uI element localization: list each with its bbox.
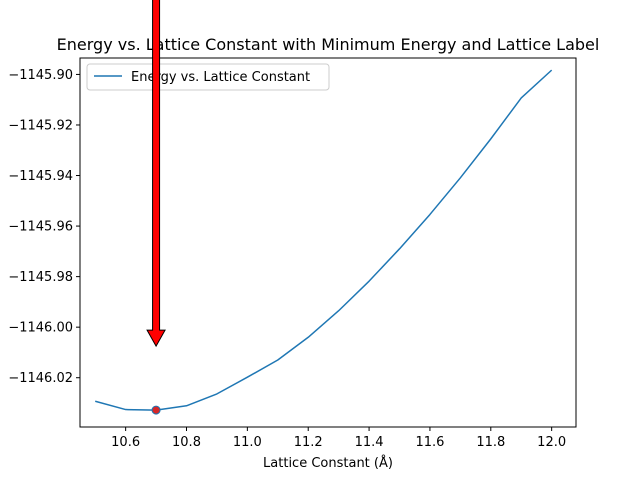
chart-title: Energy vs. Lattice Constant with Minimum…	[57, 35, 600, 54]
y-tick-label: −1146.00	[8, 321, 73, 336]
series-line	[95, 69, 553, 411]
x-tick-label: 11.6	[415, 435, 444, 450]
plot-area	[95, 69, 553, 415]
legend: Energy vs. Lattice Constant	[86, 63, 330, 91]
y-tick-label: −1145.92	[8, 118, 73, 133]
x-axis: 10.6 10.8 11.0 11.2 11.4 11.6 11.8 12.0	[111, 427, 566, 450]
x-tick-label: 11.2	[294, 435, 323, 450]
axes-frame	[79, 57, 577, 428]
legend-box	[86, 63, 330, 91]
x-tick-label: 11.4	[355, 435, 384, 450]
x-tick-label: 11.8	[476, 435, 505, 450]
minimum-point	[151, 405, 161, 415]
y-tick-label: −1146.02	[8, 371, 73, 386]
x-axis-label: Lattice Constant (Å)	[263, 455, 393, 471]
y-tick-label: −1145.90	[8, 68, 73, 83]
y-tick-label: −1145.98	[8, 270, 73, 285]
minimum-arrow	[146, 0, 166, 348]
y-axis: −1146.02 −1146.00 −1145.98 −1145.96 −1145.94…	[8, 68, 80, 386]
y-tick-label: −1145.94	[8, 169, 73, 184]
y-tick-label: −1145.96	[8, 220, 73, 235]
x-tick-label: 10.6	[111, 435, 140, 450]
x-tick-label: 10.8	[172, 435, 201, 450]
legend-label: Energy vs. Lattice Constant	[131, 70, 310, 85]
x-tick-label: 12.0	[537, 435, 566, 450]
x-tick-label: 11.0	[233, 435, 262, 450]
